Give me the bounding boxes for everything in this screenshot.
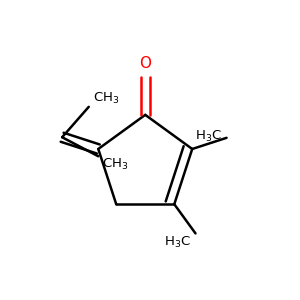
Text: CH$_3$: CH$_3$ <box>92 91 119 106</box>
Text: H$_3$C: H$_3$C <box>164 235 191 250</box>
Text: H$_3$C: H$_3$C <box>195 129 222 144</box>
Text: CH$_3$: CH$_3$ <box>102 157 128 172</box>
Text: O: O <box>139 56 151 71</box>
